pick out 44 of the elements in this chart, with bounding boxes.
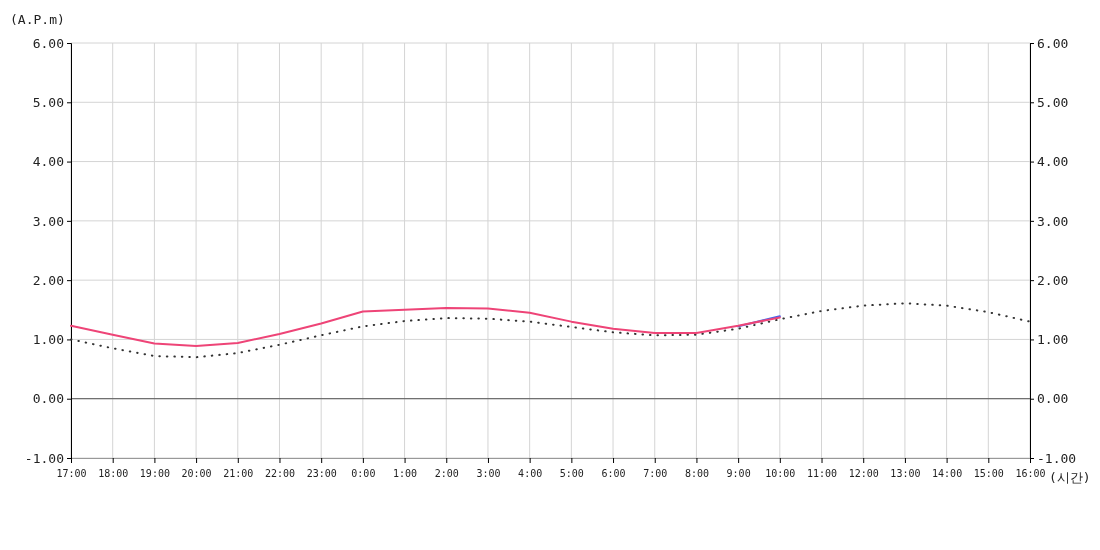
x-tick-label: 0:00: [351, 468, 376, 479]
x-tick-label: 1:00: [393, 468, 418, 479]
line-series: [70, 302, 1031, 359]
x-tick-label: 19:00: [139, 468, 170, 479]
y-tick-label: -1.00: [24, 450, 64, 466]
y2-tick-label: 1.00: [1037, 332, 1069, 348]
y-tick-label: 3.00: [32, 213, 64, 229]
x-tick-label: 2:00: [434, 468, 459, 479]
x-tick-label: 14:00: [932, 468, 963, 479]
y2-tick-label: -1.00: [1037, 450, 1077, 466]
y2-tick-label: 6.00: [1037, 35, 1069, 51]
x-tick-label: 17:00: [56, 468, 87, 479]
y2-tick-label: 3.00: [1037, 213, 1069, 229]
x-tick-label: 5:00: [559, 468, 584, 479]
x-tick-label: 23:00: [306, 468, 337, 479]
x-tick-label: 3:00: [476, 468, 501, 479]
y-tick-label: 2.00: [32, 272, 64, 288]
y2-tick-label: 2.00: [1037, 272, 1069, 288]
x-tick-label: 12:00: [848, 468, 879, 479]
x-tick-label: 8:00: [684, 468, 709, 479]
y2-tick-label: 0.00: [1037, 391, 1069, 407]
y2-tick-label: 5.00: [1037, 94, 1069, 110]
x-tick-label: 9:00: [726, 468, 751, 479]
x-tick-label: 20:00: [181, 468, 212, 479]
x-tick-label: 6:00: [601, 468, 626, 479]
x-tick-label: 11:00: [806, 468, 838, 479]
x-tick-label: 16:00: [1015, 468, 1046, 479]
x-tick-label: 15:00: [973, 468, 1004, 479]
x-tick-label: 4:00: [518, 468, 543, 479]
x-tick-label: 18:00: [98, 468, 129, 479]
y-tick-label: 6.00: [32, 35, 64, 51]
y-tick-label: 4.00: [32, 154, 64, 170]
x-tick-label: 13:00: [890, 468, 921, 479]
y-tick-label: 1.00: [32, 332, 64, 348]
y-tick-label: 0.00: [32, 391, 64, 407]
y2-tick-label: 4.00: [1037, 154, 1069, 170]
x-tick-label: 21:00: [223, 468, 254, 479]
line-series: [70, 307, 781, 347]
x-tick-label: 7:00: [643, 468, 668, 479]
x-tick-label: 22:00: [264, 468, 296, 479]
y-tick-label: 5.00: [32, 94, 64, 110]
x-axis-title: (시간): [1049, 470, 1091, 485]
y-axis-title: (A.P.m): [10, 12, 65, 27]
x-tick-label: 10:00: [765, 468, 796, 479]
